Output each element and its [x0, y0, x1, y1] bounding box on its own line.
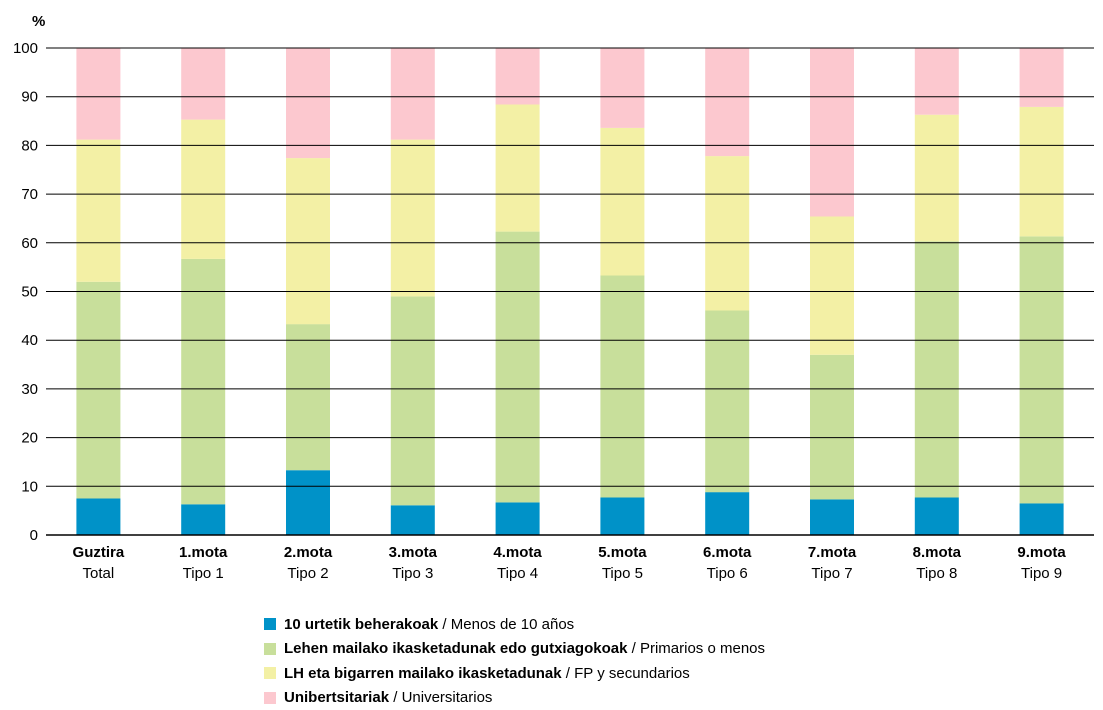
bar-segment	[1019, 106, 1064, 237]
bar-segment	[914, 241, 959, 498]
bar-segment	[600, 275, 645, 498]
y-axis-unit-label: %	[32, 13, 45, 30]
bar-segment	[1019, 48, 1064, 107]
legend-label-es: Universitarios	[401, 689, 493, 707]
y-tick-label: 0	[30, 527, 38, 544]
bar-segment	[810, 216, 854, 355]
x-tick-label-eu: 5.mota	[598, 544, 647, 561]
legend-swatch	[264, 667, 276, 680]
x-tick-label-es: Tipo 3	[392, 565, 433, 582]
bar-segment	[705, 492, 750, 535]
x-tick-label-es: Tipo 7	[811, 565, 852, 582]
legend: 10 urtetik beherakoak / Menos de 10 años…	[264, 612, 765, 710]
x-tick-label-es: Tipo 6	[707, 565, 748, 582]
bar-segment	[705, 310, 750, 493]
bar-segment	[286, 158, 330, 325]
bar-segment	[76, 48, 121, 140]
bar-segment	[390, 505, 435, 535]
legend-swatch	[264, 618, 276, 631]
bar-segment	[810, 499, 854, 535]
bar-segment	[810, 354, 854, 500]
bar-segment	[600, 127, 645, 276]
x-tick-label-eu: 6.mota	[703, 544, 752, 561]
bar-segment	[495, 231, 540, 503]
bar-segment	[705, 48, 750, 157]
legend-item: Unibertsitariak / Universitarios	[264, 686, 765, 710]
bar-segment	[914, 497, 959, 535]
x-tick-label-eu: 8.mota	[913, 544, 962, 561]
y-tick-label: 60	[21, 235, 38, 252]
x-tick-label-eu: Guztira	[73, 544, 125, 561]
y-tick-label: 70	[21, 186, 38, 203]
legend-item: Lehen mailako ikasketadunak edo gutxiago…	[264, 637, 765, 662]
x-tick-label-es: Tipo 4	[497, 565, 538, 582]
stacked-bar-chart: % 0 10 20 30 40 50 60 70 80 90 100 Guztira Total 1.m…	[13, 13, 1094, 582]
bar-segment	[390, 139, 435, 297]
legend-swatch	[264, 642, 276, 655]
bar-segment	[390, 48, 435, 140]
y-tick-label: 40	[21, 332, 38, 349]
bar-segment	[390, 296, 435, 506]
x-tick-label-es: Tipo 2	[287, 565, 328, 582]
bar-segment	[810, 48, 854, 217]
gridlines	[46, 47, 1094, 536]
bar-segment	[181, 119, 226, 259]
x-tick-label-es: Tipo 5	[602, 565, 643, 582]
bar-segment	[286, 48, 330, 159]
bar-segment	[600, 48, 645, 128]
y-tick-label: 90	[21, 89, 38, 106]
bar-segment	[495, 48, 540, 105]
bar-segment	[76, 281, 121, 499]
bar-segment	[76, 498, 121, 535]
legend-label-eu: 10 urtetik beherakoak	[284, 615, 439, 633]
bar-segment	[914, 48, 959, 115]
legend-item: 10 urtetik beherakoak / Menos de 10 años	[264, 612, 765, 637]
bar-segment	[495, 502, 540, 535]
y-axis-ticks: 0 10 20 30 40 50 60 70 80 90 100	[13, 40, 38, 544]
x-tick-label-eu: 4.mota	[493, 544, 542, 561]
x-axis-labels: Guztira Total 1.mota Tipo 1 2.mota Tipo 2 3.mo…	[73, 544, 1067, 582]
bar-segment	[181, 504, 226, 535]
bar-segment	[286, 324, 330, 471]
y-tick-label: 80	[21, 137, 38, 154]
bar-segment	[286, 470, 330, 535]
bar-segment	[1019, 236, 1064, 504]
x-tick-label-es: Total	[83, 565, 115, 582]
legend-swatch	[264, 691, 276, 704]
legend-label-eu: Lehen mailako ikasketadunak edo gutxiago…	[284, 640, 628, 658]
x-tick-label-es: Tipo 9	[1021, 565, 1062, 582]
bar-segment	[181, 258, 226, 505]
x-tick-label-es: Tipo 1	[183, 565, 224, 582]
y-tick-label: 10	[21, 478, 38, 495]
y-tick-label: 100	[13, 40, 38, 57]
x-tick-label-eu: 1.mota	[179, 544, 228, 561]
bar-segment	[495, 104, 540, 232]
y-tick-label: 20	[21, 430, 38, 447]
bar-segment	[600, 497, 645, 535]
bars-group	[76, 48, 1064, 535]
bar-segment	[181, 48, 226, 120]
legend-label-eu: LH eta bigarren mailako ikasketadunak	[284, 664, 562, 682]
x-tick-label-eu: 3.mota	[389, 544, 438, 561]
bar-segment	[1019, 503, 1064, 535]
y-tick-label: 50	[21, 284, 38, 301]
bar-segment	[705, 156, 750, 311]
y-tick-label: 30	[21, 381, 38, 398]
x-tick-label-es: Tipo 8	[916, 565, 957, 582]
legend-item: LH eta bigarren mailako ikasketadunak / …	[264, 661, 765, 686]
legend-label-es: FP y secundarios	[574, 664, 690, 682]
legend-label-eu: Unibertsitariak	[284, 689, 390, 707]
x-tick-label-eu: 2.mota	[284, 544, 333, 561]
legend-label-es: Primarios o menos	[639, 640, 766, 658]
x-tick-label-eu: 9.mota	[1017, 544, 1066, 561]
legend-label-es: Menos de 10 años	[450, 615, 575, 633]
bar-segment	[76, 139, 121, 282]
bar-segment	[914, 114, 959, 242]
x-tick-label-eu: 7.mota	[808, 544, 857, 561]
